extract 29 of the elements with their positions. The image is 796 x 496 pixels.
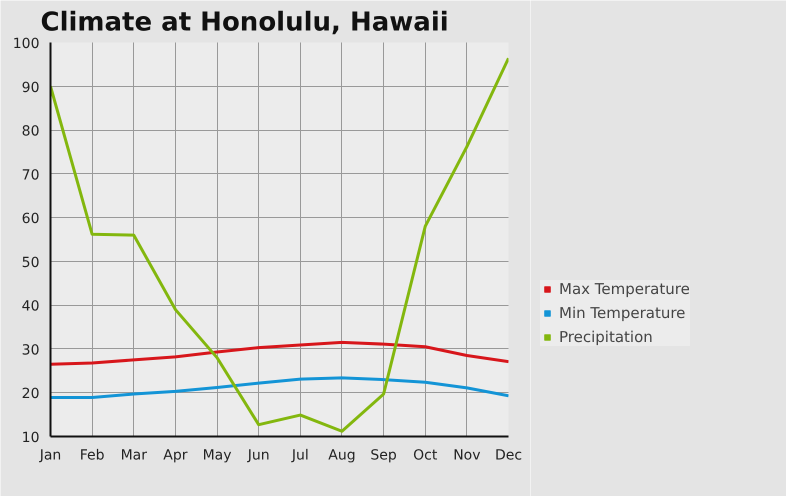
y-tick-label: 30 [22,342,40,358]
x-tick-label: Sep [370,448,397,464]
y-tick-label: 80 [22,124,40,140]
y-tick-label: 40 [22,298,40,315]
y-tick-label: 60 [22,211,40,228]
y-tick-label: 100 [12,36,40,52]
legend-label: Precipitation [559,328,653,346]
x-tick-label: Jun [246,448,270,464]
legend-label: Min Temperature [559,304,686,322]
y-tick-label: 20 [22,386,40,402]
legend-label: Max Temperature [559,280,690,298]
x-tick-label: Oct [413,448,438,464]
x-tick-label: Jan [38,448,62,464]
y-tick-label: 10 [22,430,40,446]
x-tick-label: Apr [163,448,188,464]
x-tick-label: May [202,448,232,464]
line-series [50,56,508,433]
y-tick-label: 50 [22,254,40,271]
x-tick-label: Nov [453,448,481,464]
x-tick-label: Feb [80,448,105,464]
line-series [50,376,508,400]
y-tick-label: 70 [22,167,40,184]
x-tick-label: Dec [494,448,522,464]
line-series [50,340,508,366]
x-tick-label: Jul [290,448,309,464]
x-tick-label: Aug [328,448,356,464]
x-tick-label: Mar [120,448,148,464]
chart-title: Climate at Honolulu, Hawaii [40,8,449,38]
y-tick-label: 90 [22,80,40,96]
